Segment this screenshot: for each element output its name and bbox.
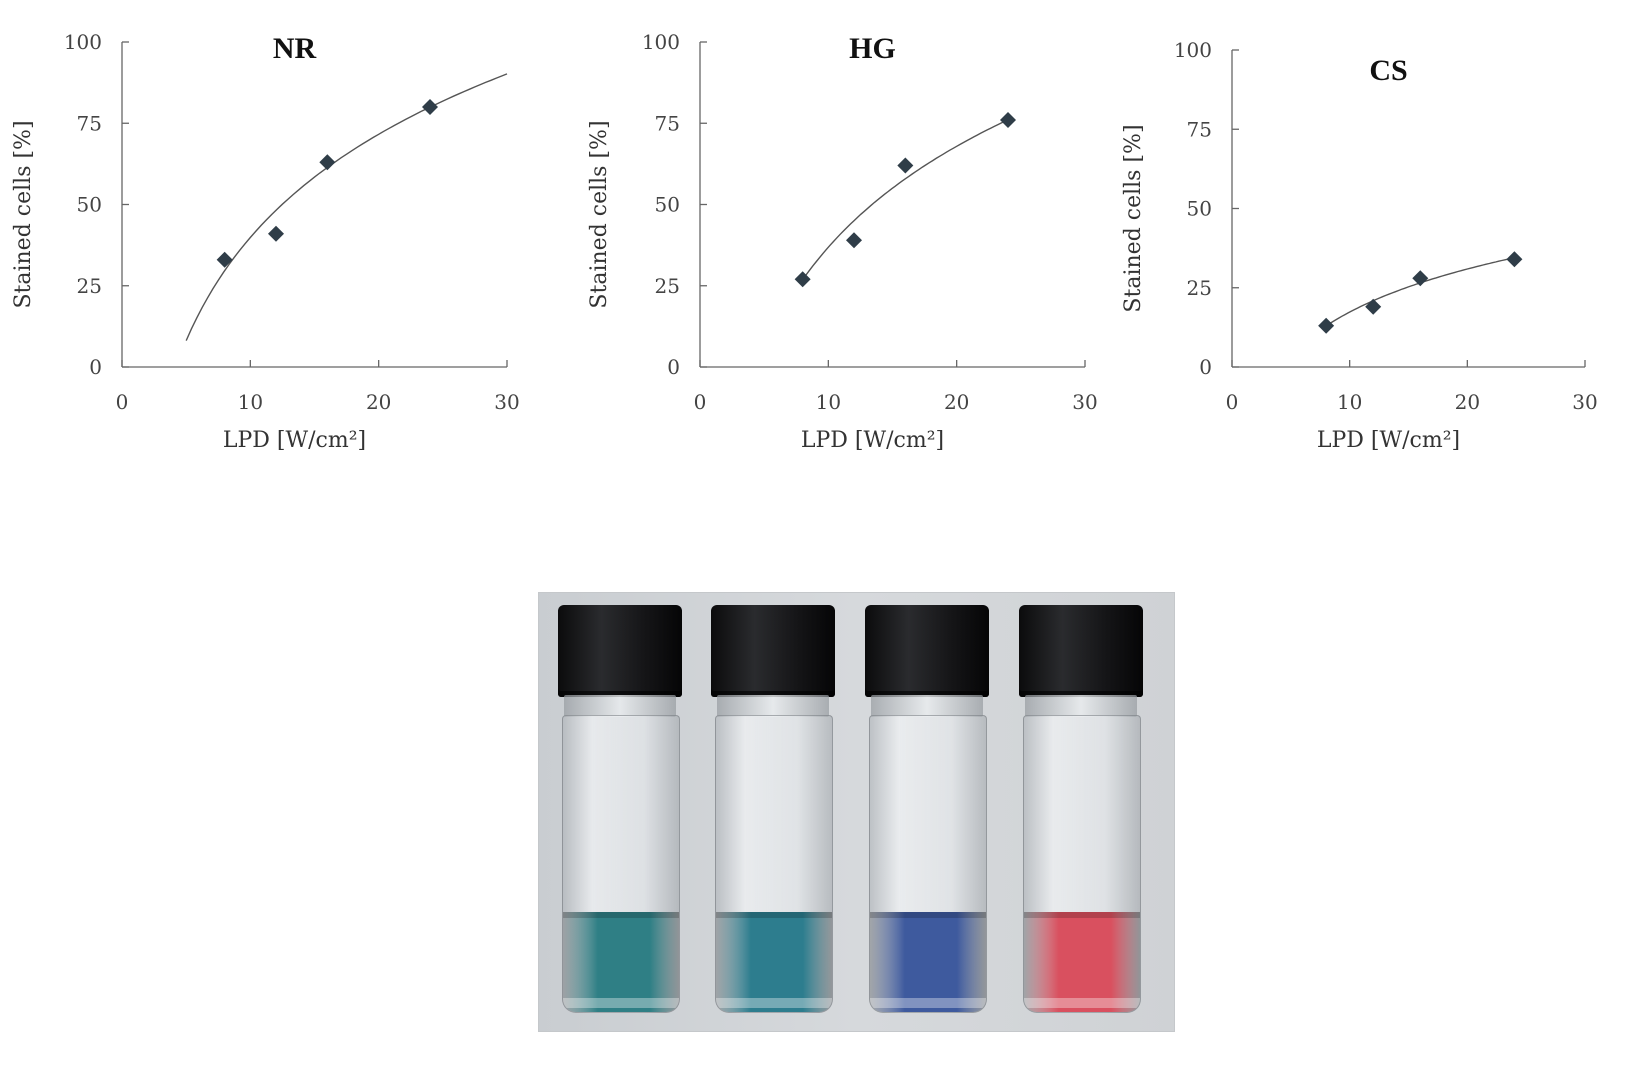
- chart-title: HG: [849, 32, 896, 65]
- y-tick-label: 0: [1199, 355, 1212, 379]
- vial-4: [1015, 605, 1147, 1017]
- trend-line: [802, 119, 1009, 281]
- y-tick-label: 75: [655, 111, 680, 135]
- y-axis-label: Stained cells [%]: [1121, 124, 1146, 312]
- vial-liquid: [563, 912, 679, 1012]
- x-tick-label: 10: [1337, 390, 1362, 414]
- y-tick-label: 25: [655, 274, 680, 298]
- x-tick-label: 30: [1572, 390, 1597, 414]
- x-tick-label: 20: [366, 390, 391, 414]
- x-tick-label: 20: [944, 390, 969, 414]
- data-point: [1318, 317, 1335, 334]
- y-tick-label: 75: [1187, 117, 1212, 141]
- x-tick-label: 0: [1226, 390, 1239, 414]
- data-point: [846, 232, 862, 249]
- y-tick-label: 50: [1187, 197, 1212, 221]
- y-axis-label: Stained cells [%]: [587, 120, 612, 308]
- x-axis-label: LPD [W/cm²]: [1317, 428, 1460, 453]
- vial-liquid: [1024, 912, 1140, 1012]
- y-tick-label: 100: [64, 30, 102, 54]
- x-tick-label: 10: [816, 390, 841, 414]
- data-point: [794, 271, 811, 288]
- chart-hg: 0 25 50 75 100 0 10 20 30 HG LPD [W/cm²] Stained ce…: [587, 30, 1098, 453]
- vial-cap: [865, 605, 989, 697]
- vials-photo: [538, 592, 1175, 1032]
- x-tick-label: 10: [238, 390, 263, 414]
- y-tick-label: 100: [642, 30, 680, 54]
- data-point: [1365, 298, 1382, 315]
- y-tick-label: 50: [655, 193, 680, 217]
- x-tick-label: 0: [694, 390, 707, 414]
- y-tick-label: 100: [1174, 38, 1212, 62]
- vial-cap: [1019, 605, 1143, 697]
- x-tick-label: 30: [494, 390, 519, 414]
- data-point: [268, 225, 284, 242]
- vial-3: [861, 605, 993, 1017]
- chart-title: NR: [273, 32, 317, 65]
- y-tick-label: 25: [77, 274, 102, 298]
- data-point: [1506, 251, 1523, 268]
- trend-line: [185, 73, 508, 341]
- x-axis-label: LPD [W/cm²]: [801, 428, 944, 453]
- data-point: [422, 99, 438, 115]
- vial-cap: [558, 605, 682, 697]
- y-tick-label: 75: [77, 111, 102, 135]
- x-tick-label: 20: [1455, 390, 1480, 414]
- chart-cs: 0 25 50 75 100 0 10 20 30 CS LPD [W/cm²] Stained ce…: [1121, 38, 1598, 453]
- chart-title: CS: [1369, 54, 1407, 87]
- vial-liquid: [870, 912, 986, 1012]
- vial-cap: [711, 605, 835, 697]
- data-point: [1000, 112, 1016, 128]
- trend-line: [1325, 257, 1515, 327]
- data-point: [319, 154, 336, 171]
- vial-liquid: [716, 912, 832, 1012]
- y-tick-label: 0: [667, 355, 680, 379]
- x-tick-label: 0: [116, 390, 129, 414]
- y-axis-label: Stained cells [%]: [11, 120, 36, 308]
- x-axis-label: LPD [W/cm²]: [223, 428, 366, 453]
- data-point: [1412, 270, 1429, 287]
- data-point: [897, 157, 914, 174]
- y-tick-label: 25: [1187, 276, 1212, 300]
- vial-2: [707, 605, 839, 1017]
- x-tick-label: 30: [1072, 390, 1097, 414]
- y-tick-label: 0: [89, 355, 102, 379]
- chart-nr: 0 25 50 75 100 0 10 20 30 NR LPD [W/cm²] Stained ce…: [11, 30, 520, 453]
- vial-1: [554, 605, 686, 1017]
- y-tick-label: 50: [77, 193, 102, 217]
- data-point: [216, 251, 233, 268]
